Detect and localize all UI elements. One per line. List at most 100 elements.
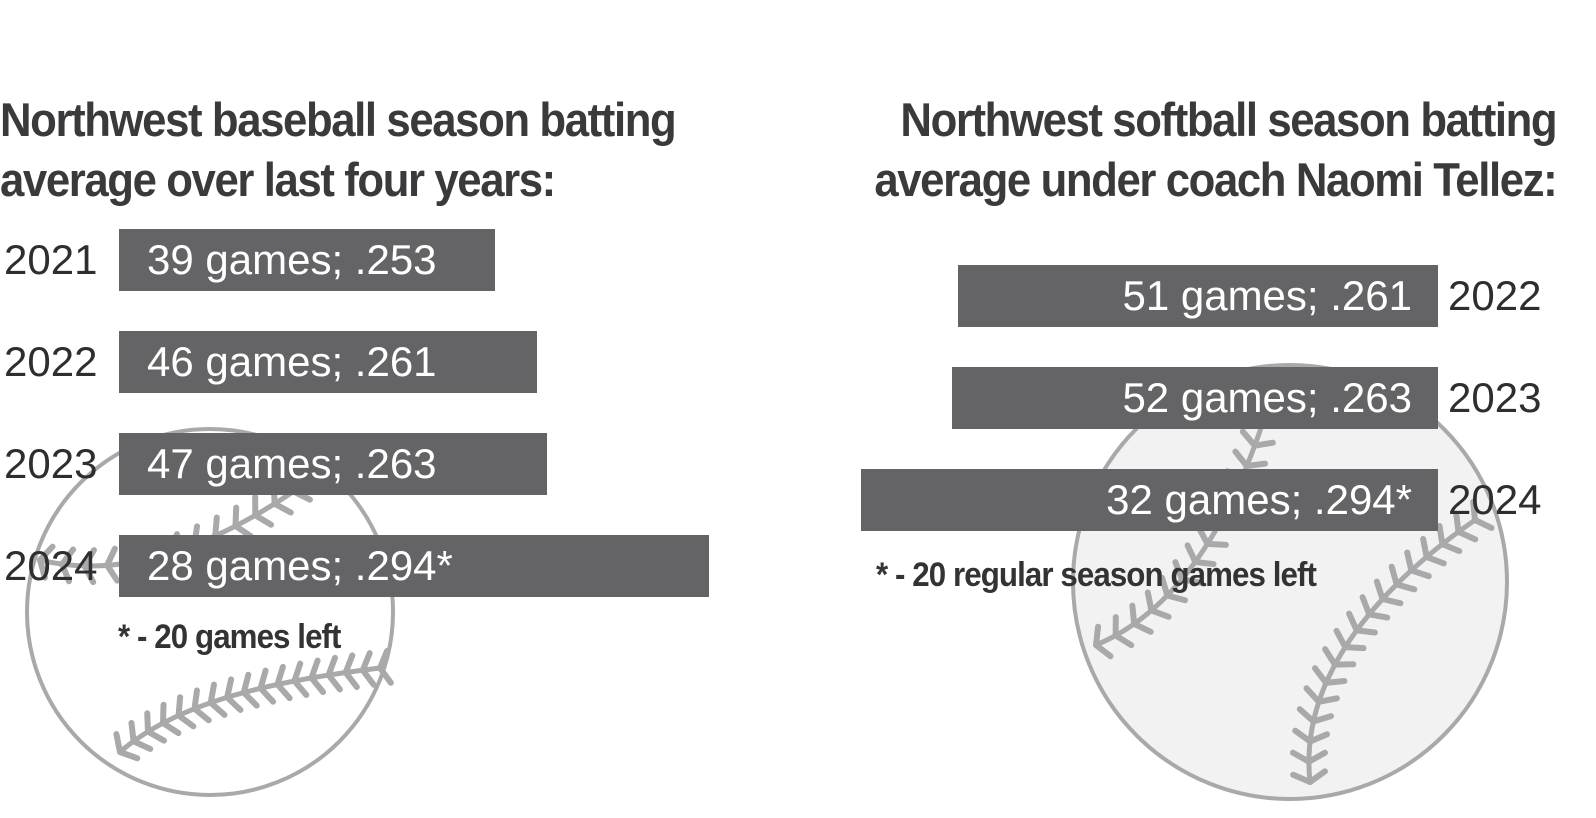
seam-stitch: [1472, 517, 1495, 531]
baseball-year-label: 2023: [4, 440, 98, 487]
seam-stitch: [308, 657, 321, 681]
baseball-bar-2024: 28 games; .294*: [119, 535, 709, 597]
seam-stitch: [1192, 559, 1217, 568]
seam-stitch: [104, 562, 121, 584]
baseball-bar-label: 46 games; .261: [147, 338, 437, 385]
seam-stitch: [342, 669, 360, 691]
seam-stitch: [1178, 576, 1203, 586]
seam-stitch: [1453, 510, 1462, 535]
seam-stitch: [207, 699, 228, 718]
seam-stitch: [1204, 540, 1229, 548]
seam-stitch: [1307, 731, 1331, 745]
seam-stitch: [232, 504, 240, 530]
seam-stitch: [252, 512, 275, 528]
seam-stitch: [1239, 428, 1258, 449]
baseball-bar-2022: 46 games; .261: [119, 331, 537, 393]
seam-stitch: [1404, 549, 1415, 574]
baseball-title-line-1: Northwest baseball season batting: [0, 93, 677, 146]
seam-stitch: [359, 667, 377, 688]
baseball-bar-2023: 47 games; .263: [119, 433, 548, 495]
seam-stitch: [1305, 749, 1328, 765]
seam-stitch: [1346, 610, 1360, 634]
seam-stitch: [144, 710, 151, 735]
baseball-bar-label: 47 games; .263: [147, 440, 437, 487]
seam-stitch: [1144, 589, 1155, 614]
seam-stitch: [325, 672, 343, 693]
softball-bar-label: 51 games; .261: [1122, 272, 1412, 319]
seam-stitch: [308, 674, 327, 696]
seam-stitch: [1310, 713, 1335, 725]
seam-stitch: [1129, 602, 1138, 627]
softball-bar-2022: 51 games; .261: [958, 265, 1438, 327]
seam-stitch: [207, 681, 217, 706]
seam-stitch: [1093, 642, 1114, 660]
seam-stitch: [1093, 623, 1102, 648]
seam-stitch: [1148, 607, 1172, 620]
softball-bar-2024: 32 games; .294*: [861, 469, 1438, 531]
baseball-bar-label: 28 games; .294*: [147, 542, 453, 589]
seam-stitch: [1172, 559, 1185, 583]
softball-footnote: * - 20 regular season games left: [876, 556, 1317, 594]
seam-stitch: [1251, 439, 1276, 449]
seam-stitch: [377, 648, 391, 671]
seam-stitch: [1159, 574, 1171, 599]
seam-stitch: [240, 671, 252, 696]
seam-stitch: [175, 694, 184, 719]
seam-stitch: [1131, 620, 1154, 635]
softball-year-label: 2023: [1448, 374, 1542, 421]
softball-bar-label: 52 games; .263: [1122, 374, 1412, 421]
seam-stitch: [257, 685, 277, 705]
seam-stitch: [160, 720, 182, 737]
seam-stitch: [37, 557, 48, 581]
seam-stitch: [128, 720, 137, 745]
seam-stitch: [175, 712, 197, 730]
baseball-chart-title: Northwest baseball season batting averag…: [0, 90, 677, 210]
softball-bar-label: 32 games; .294*: [1106, 476, 1412, 523]
seam-stitch: [1333, 627, 1349, 651]
baseball-bar-label: 39 games; .253: [147, 236, 437, 283]
baseball-year-label: 2024: [4, 542, 98, 589]
seam-stitch: [1379, 596, 1404, 607]
seam-stitch: [59, 561, 72, 585]
seam-stitch: [81, 562, 97, 586]
seam-stitch: [224, 676, 235, 701]
baseball-bar-2021: 39 games; .253: [119, 229, 495, 291]
seam-stitch: [37, 543, 56, 563]
seam-stitch: [117, 749, 141, 762]
seam-stitch: [291, 660, 304, 684]
seam-stitch: [144, 728, 168, 744]
seam-stitch: [130, 738, 154, 752]
seam-stitch: [1342, 644, 1367, 652]
seam-stitch: [1408, 567, 1432, 580]
softball-title-line-2: average under coach Naomi Tellez:: [874, 153, 1557, 206]
seam-stitch: [1359, 594, 1373, 618]
seam-stitch: [1322, 646, 1338, 668]
softball-title-line-1: Northwest softball season batting: [900, 93, 1557, 146]
seam-stitch: [1112, 632, 1135, 649]
baseball-icon: [25, 427, 395, 797]
seam-stitch: [1307, 768, 1328, 785]
seam-stitch: [212, 514, 220, 539]
seam-stitch: [1292, 727, 1314, 745]
seam-stitch: [1366, 611, 1391, 621]
softball-year-label: 2024: [1448, 476, 1542, 523]
seam-stitch: [342, 652, 356, 676]
seam-stitch: [1439, 541, 1463, 555]
seam-stitch: [1296, 706, 1317, 725]
seam-stitch: [191, 705, 212, 724]
seam-stitch: [359, 650, 373, 674]
seam-stitch: [271, 500, 294, 516]
seam-stitch: [224, 694, 244, 713]
seam-stitch: [325, 654, 338, 679]
seam-stitch: [1353, 627, 1378, 636]
seam-stitch: [1243, 460, 1269, 469]
seam-stitch: [1315, 695, 1340, 705]
seam-stitch: [257, 667, 269, 692]
seam-stitch: [1323, 678, 1348, 686]
seam-stitch: [104, 545, 118, 569]
seam-stitch: [113, 731, 123, 755]
seam-stitch: [274, 681, 293, 702]
seam-stitch: [1289, 749, 1312, 765]
softball-bar-2023: 52 games; .263: [952, 367, 1438, 429]
